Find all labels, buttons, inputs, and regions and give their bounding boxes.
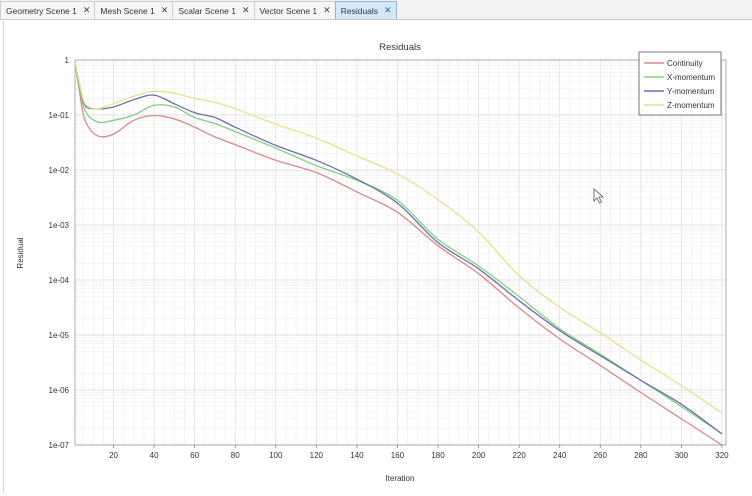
legend-label-z-momentum: Z-momentum (667, 101, 715, 110)
axis-ticks: 1 1e-01 1e-02 1e-03 1e-04 1e-05 1e-06 1e-07 20 40… (49, 56, 730, 460)
close-icon[interactable]: ✕ (323, 5, 331, 15)
tab-label: Mesh Scene 1 (100, 5, 155, 16)
x-tick-label: 220 (512, 451, 526, 460)
series-line-y-momentum (74, 62, 723, 435)
scene-tab-bar: Geometry Scene 1 ✕ Mesh Scene 1 ✕ Scalar… (0, 0, 752, 20)
x-tick-label: 180 (431, 451, 445, 460)
mouse-cursor-icon (593, 188, 605, 204)
y-tick-label: 1e-07 (49, 441, 70, 450)
x-tick-label: 60 (190, 451, 199, 460)
y-tick-label: 1e-01 (49, 111, 70, 120)
chart-legend[interactable]: Continuity X-momentum Y-momentum Z-momentum (638, 51, 722, 116)
x-tick-label: 100 (269, 451, 283, 460)
x-tick-label: 160 (391, 451, 405, 460)
y-tick-label: 1e-02 (49, 166, 70, 175)
x-tick-label: 120 (310, 451, 324, 460)
chart-title: Residuals (379, 42, 421, 53)
x-tick-label: 300 (675, 451, 689, 460)
tab-label: Geometry Scene 1 (6, 5, 77, 16)
y-tick-label: 1e-04 (49, 276, 70, 285)
y-tick-label: 1e-03 (49, 221, 70, 230)
plot-grid (75, 59, 726, 446)
legend-label-continuity: Continuity (667, 59, 703, 68)
x-tick-label: 200 (472, 451, 486, 460)
x-tick-label: 140 (350, 451, 364, 460)
y-tick-label: 1e-06 (49, 386, 70, 395)
tab-geometry-scene[interactable]: Geometry Scene 1 ✕ (0, 1, 96, 19)
tab-vector-scene[interactable]: Vector Scene 1 ✕ (253, 1, 336, 19)
close-icon[interactable]: ✕ (384, 5, 392, 15)
tab-label: Residuals (340, 5, 379, 16)
series-lines (74, 62, 723, 446)
tab-label: Vector Scene 1 (259, 5, 318, 16)
residuals-plot-panel[interactable]: 1 1e-01 1e-02 1e-03 1e-04 1e-05 1e-06 1e-07 20 40… (3, 20, 749, 494)
y-tick-label: 1 (65, 56, 70, 65)
x-tick-label: 80 (231, 451, 240, 460)
close-icon[interactable]: ✕ (241, 5, 250, 15)
x-tick-label: 40 (150, 451, 159, 460)
series-line-continuity (74, 62, 723, 446)
y-tick-label: 1e-05 (49, 331, 70, 340)
tab-scalar-scene[interactable]: Scalar Scene 1 ✕ (172, 1, 255, 19)
x-axis-label: Iteration (386, 474, 415, 483)
tab-label: Scalar Scene 1 (178, 5, 236, 16)
x-tick-label: 280 (634, 451, 648, 460)
legend-label-y-momentum: Y-momentum (667, 87, 715, 96)
y-axis-label: Residual (16, 237, 25, 268)
tab-residuals[interactable]: Residuals ✕ (334, 1, 397, 19)
x-tick-label: 240 (553, 451, 567, 460)
x-tick-label: 20 (109, 451, 118, 460)
residuals-chart[interactable]: 1 1e-01 1e-02 1e-03 1e-04 1e-05 1e-06 1e-07 20 40… (4, 20, 749, 494)
tab-mesh-scene[interactable]: Mesh Scene 1 ✕ (94, 1, 174, 19)
close-icon[interactable]: ✕ (82, 5, 91, 15)
x-tick-label: 260 (594, 451, 608, 460)
close-icon[interactable]: ✕ (160, 5, 169, 15)
x-tick-label: 320 (715, 451, 729, 460)
legend-label-x-momentum: X-momentum (667, 73, 715, 82)
series-line-z-momentum (74, 62, 723, 414)
plot-frame (74, 59, 727, 446)
series-line-x-momentum (74, 62, 723, 435)
